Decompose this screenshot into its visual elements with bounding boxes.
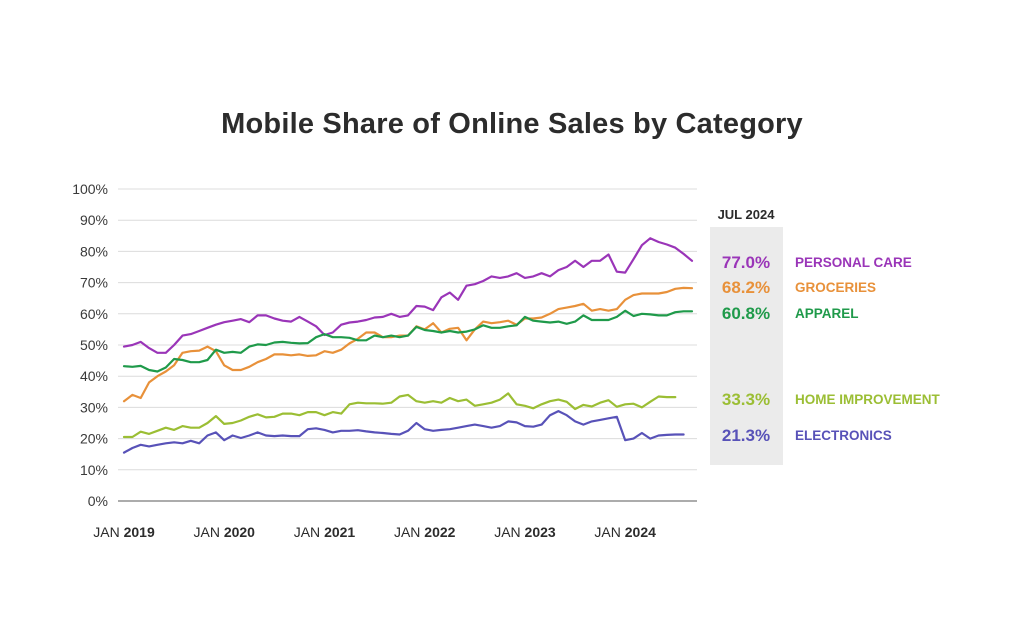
y-tick-label: 90%	[80, 212, 108, 228]
y-tick-label: 20%	[80, 431, 108, 447]
series-line-electronics	[122, 410, 685, 454]
legend-label-electronics: ELECTRONICS	[795, 428, 892, 443]
legend-panel: 77.0% PERSONAL CARE 68.2% GROCERIES 60.8% APP…	[722, 253, 941, 445]
x-tick-label: JAN 2022	[394, 524, 456, 540]
latest-value-personal-care: 77.0%	[722, 253, 770, 272]
y-tick-label: 10%	[80, 462, 108, 478]
y-tick-label: 80%	[80, 243, 108, 259]
latest-value-apparel: 60.8%	[722, 304, 770, 323]
y-axis-tick-labels: 0% 10% 20% 30% 40% 50% 60% 70% 80% 90% 100%	[72, 181, 108, 509]
y-tick-label: 100%	[72, 181, 108, 197]
series-line-apparel	[122, 309, 694, 373]
latest-value-groceries: 68.2%	[722, 278, 770, 297]
legend-label-apparel: APPAREL	[795, 306, 859, 321]
legend-label-personal-care: PERSONAL CARE	[795, 255, 912, 270]
y-tick-label: 70%	[80, 275, 108, 291]
series-line-home-improvement	[122, 392, 677, 439]
y-tick-label: 30%	[80, 399, 108, 415]
y-tick-label: 60%	[80, 306, 108, 322]
chart-title: Mobile Share of Online Sales by Category	[221, 108, 803, 140]
series-lines	[122, 237, 694, 454]
x-axis-tick-labels: JAN 2019 JAN 2020 JAN 2021 JAN 2022 JAN 2023…	[93, 524, 656, 540]
panel-date-label: JUL 2024	[718, 207, 776, 222]
x-tick-label: JAN 2023	[494, 524, 556, 540]
latest-values-panel	[710, 227, 783, 465]
legend-label-home-improvement: HOME IMPROVEMENT	[795, 392, 941, 407]
x-tick-label: JAN 2021	[294, 524, 356, 540]
gridlines	[118, 188, 697, 502]
x-tick-label: JAN 2020	[193, 524, 255, 540]
x-tick-label: JAN 2019	[93, 524, 155, 540]
latest-value-home-improvement: 33.3%	[722, 390, 770, 409]
y-tick-label: 40%	[80, 368, 108, 384]
legend-label-groceries: GROCERIES	[795, 280, 876, 295]
y-tick-label: 0%	[88, 493, 108, 509]
y-tick-label: 50%	[80, 337, 108, 353]
latest-value-electronics: 21.3%	[722, 426, 770, 445]
series-line-personal-care	[122, 237, 694, 354]
x-tick-label: JAN 2024	[594, 524, 656, 540]
